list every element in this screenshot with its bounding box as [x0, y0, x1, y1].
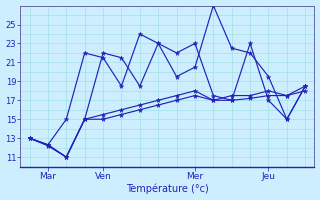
X-axis label: Température (°c): Température (°c) [126, 184, 209, 194]
